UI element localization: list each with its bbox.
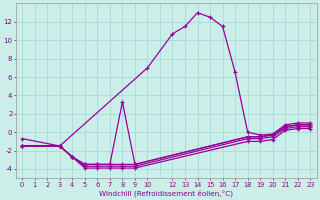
X-axis label: Windchill (Refroidissement éolien,°C): Windchill (Refroidissement éolien,°C) (99, 189, 233, 197)
